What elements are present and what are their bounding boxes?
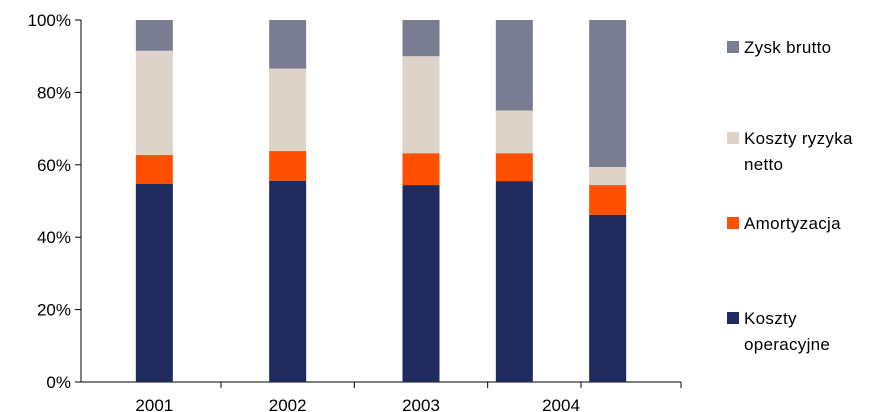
legend-item-koszty-operacyjne: Koszty operacyjne (727, 309, 830, 354)
bar-segment-koszty-ryzyka-netto (135, 50, 173, 156)
y-tick-label: 20% (37, 301, 71, 320)
legend-swatch (727, 132, 739, 144)
y-tick-labels: 0% 20% 40% 60% 80% 100% (28, 11, 71, 392)
bar-segment-zysk-brutto (269, 20, 307, 69)
bar-segment-zysk-brutto (402, 20, 440, 57)
bar-segment-zysk-brutto (589, 20, 627, 167)
axes (75, 19, 682, 388)
bar-segment-koszty-operacyjne (135, 183, 173, 382)
bar-segment-amortyzacja (589, 185, 627, 215)
bar-segment-zysk-brutto (495, 20, 533, 111)
bar-segment-koszty-ryzyka-netto (269, 68, 307, 152)
legend: Zysk brutto Koszty ryzyka netto Amortyzacja… (727, 38, 853, 354)
y-tick-label: 80% (37, 83, 71, 102)
bar-segment-koszty-operacyjne (589, 214, 627, 382)
legend-label: Koszty ryzyka (744, 129, 853, 148)
bar-segment-amortyzacja (269, 151, 307, 181)
bar-segment-koszty-operacyjne (495, 181, 533, 382)
legend-label: netto (744, 155, 783, 174)
legend-swatch (727, 41, 739, 53)
bar-segment-koszty-operacyjne (402, 185, 440, 382)
x-tick-labels: 2001 2002 2003 2004 (135, 396, 579, 412)
bar-segment-amortyzacja (402, 153, 440, 186)
legend-item-koszty-ryzyka-netto: Koszty ryzyka netto (727, 129, 853, 174)
legend-swatch (727, 312, 739, 324)
legend-label: Zysk brutto (744, 38, 831, 57)
bar-segment-koszty-ryzyka-netto (495, 110, 533, 154)
bar-segment-koszty-ryzyka-netto (589, 166, 627, 186)
legend-swatch (727, 217, 739, 229)
y-tick-label: 60% (37, 156, 71, 175)
legend-item-amortyzacja: Amortyzacja (727, 214, 841, 233)
x-tick-label: 2001 (135, 396, 173, 412)
y-tick-label: 0% (46, 373, 71, 392)
bar-segment-amortyzacja (495, 153, 533, 182)
bar-segment-zysk-brutto (135, 20, 173, 51)
y-tick-label: 100% (28, 11, 71, 30)
legend-label: Koszty (744, 309, 797, 328)
legend-label: Amortyzacja (744, 214, 841, 233)
x-tick-label: 2002 (269, 396, 307, 412)
x-tick-label: 2003 (402, 396, 440, 412)
bar-segment-koszty-ryzyka-netto (402, 56, 440, 154)
legend-item-zysk-brutto: Zysk brutto (727, 38, 831, 57)
bar-segment-koszty-operacyjne (269, 180, 307, 382)
y-tick-label: 40% (37, 228, 71, 247)
legend-label: operacyjne (744, 335, 830, 354)
bars (135, 20, 627, 382)
bar-segment-amortyzacja (135, 155, 173, 184)
x-tick-label: 2004 (542, 396, 580, 412)
